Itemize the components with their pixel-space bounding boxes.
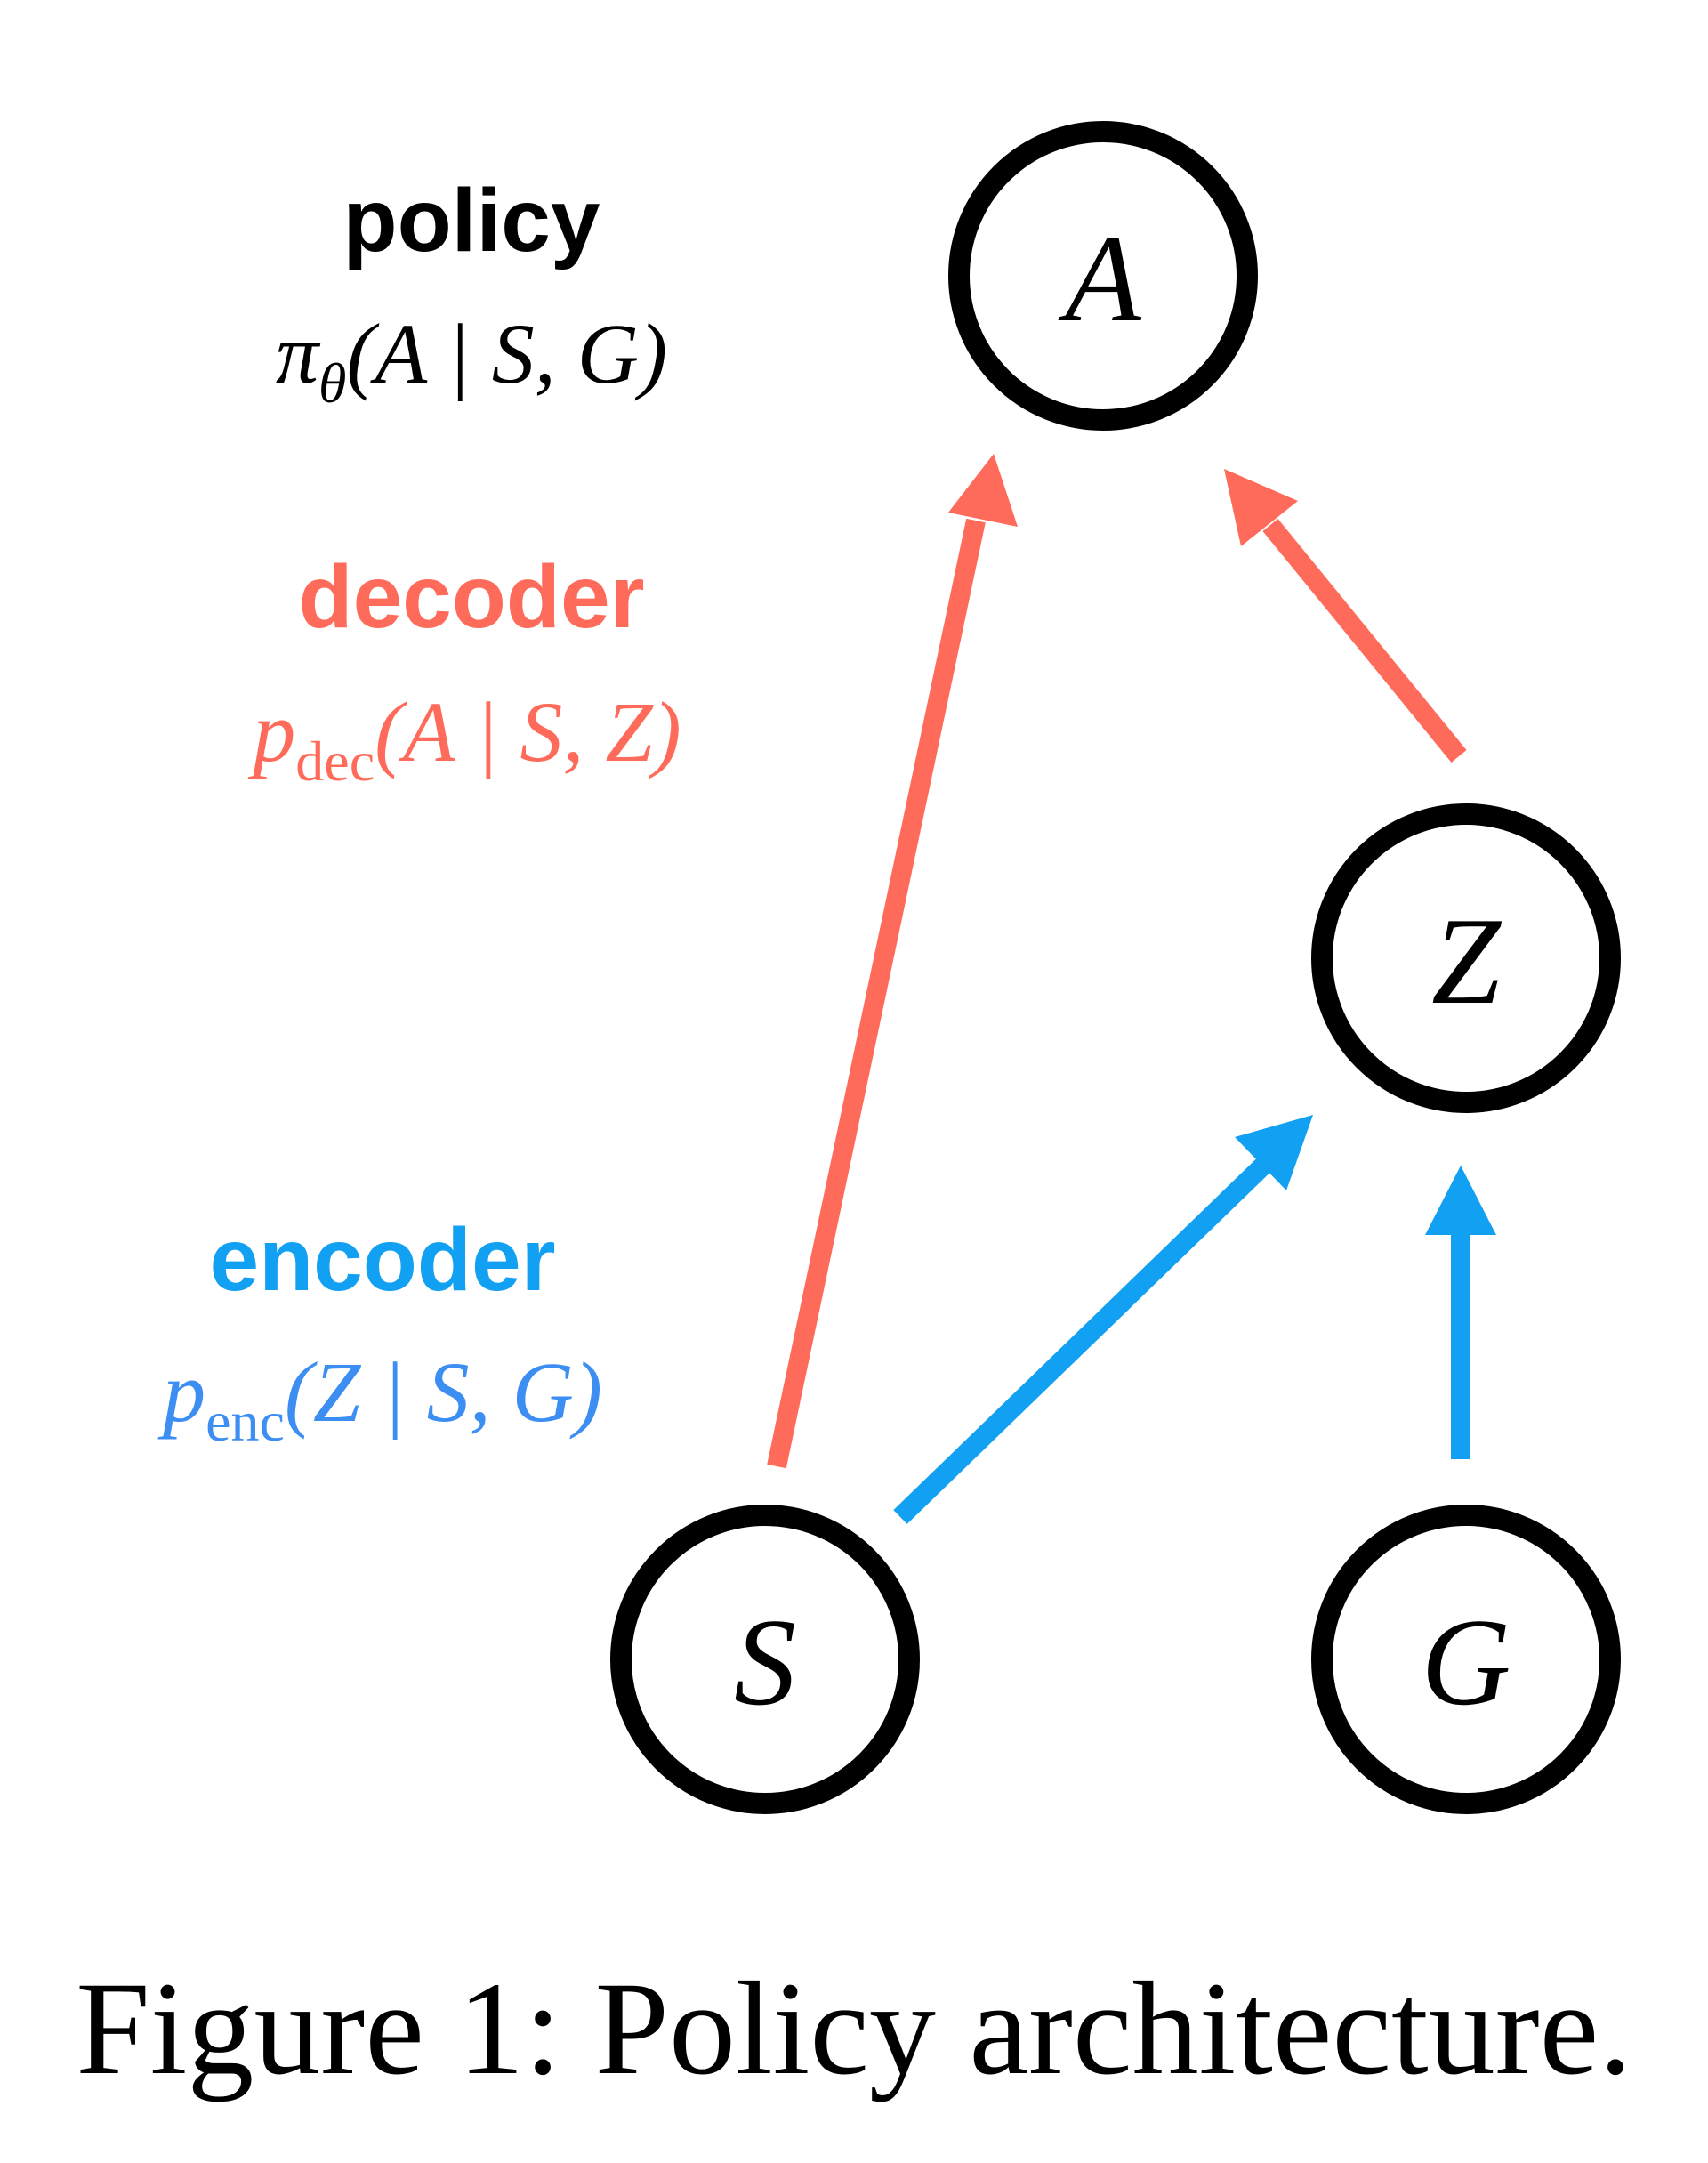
policy-formula: πθ(A | S, G) <box>276 306 667 415</box>
edge-z-to-a <box>1224 469 1467 763</box>
encoder-formula: penc(Z | S, G) <box>157 1344 602 1453</box>
encoder-formula-subscript: enc <box>205 1390 285 1453</box>
edge-g-to-z-arrowhead <box>1425 1166 1496 1235</box>
policy-title: policy <box>343 171 600 270</box>
decoder-title: decoder <box>298 547 644 647</box>
edge-g-to-z <box>1425 1166 1496 1459</box>
edge-s-to-z-arrowhead <box>1235 1115 1313 1190</box>
policy-formula-subscript: θ <box>318 351 346 415</box>
decoder-formula-subscript: dec <box>295 730 375 793</box>
decoder-formula-args: (A | S, Z) <box>375 684 681 779</box>
node-z-label: Z <box>1431 892 1503 1030</box>
policy-formula-symbol: π <box>276 306 321 401</box>
node-g-label: G <box>1421 1594 1511 1731</box>
decoder-formula: pdec(A | S, Z) <box>247 684 681 793</box>
figure-caption: Figure 1: Policy architecture. <box>76 1955 1631 2102</box>
node-a-circle <box>948 121 1258 431</box>
node-a: A <box>948 121 1258 431</box>
node-s-circle <box>610 1505 920 1814</box>
edge-s-to-z <box>893 1115 1313 1524</box>
edge-z-to-a-shaft <box>1262 519 1467 763</box>
edge-s-to-z-shaft <box>893 1158 1270 1524</box>
decoder-formula-symbol: p <box>247 684 295 779</box>
edge-s-to-a-arrowhead <box>948 454 1018 527</box>
edge-s-to-a <box>767 454 1018 1469</box>
encoder-title: encoder <box>209 1210 555 1310</box>
policy-formula-args: (A | S, G) <box>346 306 667 401</box>
node-s: S <box>610 1505 920 1814</box>
edge-s-to-a-shaft <box>767 518 986 1469</box>
node-g: G <box>1311 1505 1621 1814</box>
encoder-formula-symbol: p <box>157 1344 205 1440</box>
encoder-formula-args: (Z | S, G) <box>285 1344 602 1440</box>
node-z: Z <box>1311 803 1621 1113</box>
node-g-circle <box>1311 1505 1621 1814</box>
node-s-label: S <box>734 1594 796 1731</box>
edge-z-to-a-arrowhead <box>1224 469 1298 546</box>
node-a-label: A <box>1058 210 1141 348</box>
node-z-circle <box>1311 803 1621 1113</box>
